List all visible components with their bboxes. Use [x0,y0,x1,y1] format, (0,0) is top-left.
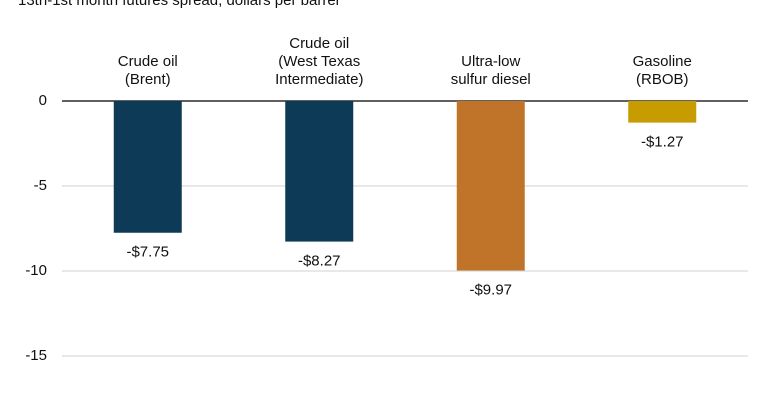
bar [456,101,525,271]
bar [113,101,182,233]
data-label: -$9.97 [469,281,512,298]
y-tick-label: -10 [25,262,47,279]
category-label: Gasoline [633,53,692,70]
category-label: (West Texas [278,53,360,70]
y-tick-label: -15 [25,347,47,364]
bar [285,101,354,242]
category-label: Intermediate) [275,71,363,88]
category-label: sulfur diesel [451,71,531,88]
data-label: -$7.75 [126,244,169,261]
category-label: Crude oil [289,35,349,52]
data-label: -$8.27 [298,253,341,270]
y-tick-label: 0 [39,92,47,109]
chart-subtitle: 13th-1st month futures spread, dollars p… [18,0,339,9]
data-label: -$1.27 [641,134,684,151]
y-tick-label: -5 [34,177,47,194]
category-label: (Brent) [125,71,171,88]
category-label: Crude oil [118,53,178,70]
bar [628,101,697,123]
category-label: Ultra-low [461,53,520,70]
category-label: (RBOB) [636,71,689,88]
